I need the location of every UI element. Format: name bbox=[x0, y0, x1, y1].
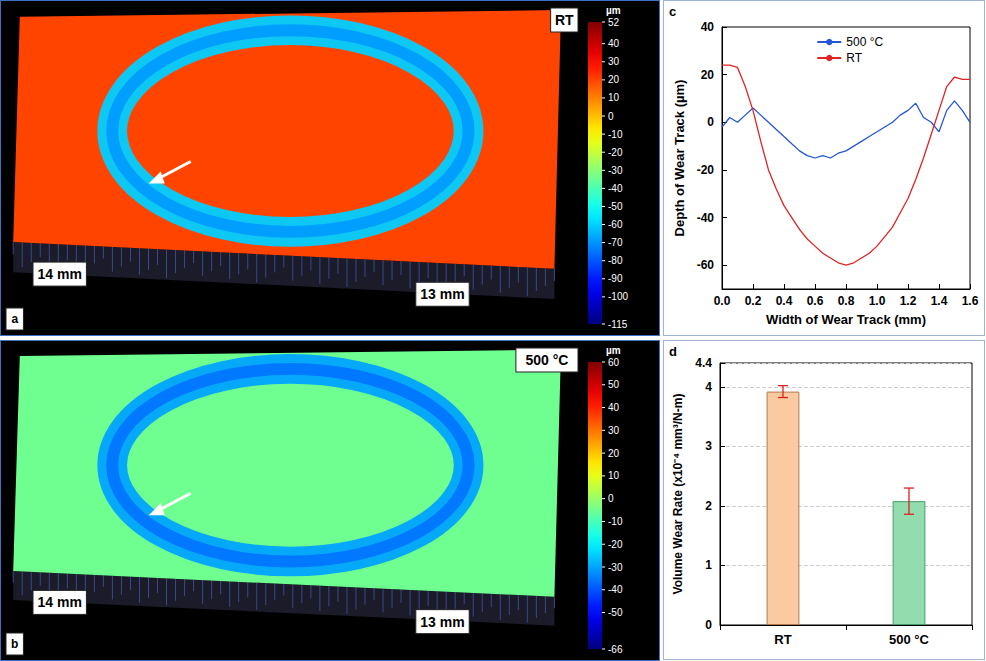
svg-text:-10: -10 bbox=[608, 129, 623, 140]
svg-text:14 mm: 14 mm bbox=[38, 266, 82, 282]
svg-text:1: 1 bbox=[705, 558, 712, 572]
svg-text:500 °C: 500 °C bbox=[889, 632, 930, 647]
svg-text:0: 0 bbox=[608, 111, 614, 122]
svg-text:52: 52 bbox=[608, 17, 620, 28]
svg-text:-30: -30 bbox=[608, 165, 623, 176]
svg-text:20: 20 bbox=[608, 74, 620, 85]
svg-text:µm: µm bbox=[606, 345, 621, 356]
svg-text:1.0: 1.0 bbox=[869, 294, 886, 308]
svg-text:Volume Wear Rate (x10⁻⁴ mm³/N-: Volume Wear Rate (x10⁻⁴ mm³/N-m) bbox=[671, 394, 685, 595]
svg-text:-40: -40 bbox=[697, 211, 715, 225]
svg-text:20: 20 bbox=[608, 448, 620, 459]
svg-text:1.4: 1.4 bbox=[931, 294, 948, 308]
svg-text:RT: RT bbox=[555, 12, 574, 28]
svg-text:µm: µm bbox=[606, 5, 621, 16]
svg-text:13 mm: 13 mm bbox=[420, 286, 464, 302]
svg-text:1.2: 1.2 bbox=[900, 294, 917, 308]
svg-text:-115: -115 bbox=[608, 319, 628, 330]
svg-text:4: 4 bbox=[705, 380, 712, 394]
svg-text:-40: -40 bbox=[608, 584, 623, 595]
svg-text:1.6: 1.6 bbox=[962, 294, 979, 308]
svg-text:50: 50 bbox=[608, 379, 620, 390]
svg-text:3: 3 bbox=[705, 439, 712, 453]
svg-text:a: a bbox=[11, 312, 18, 326]
svg-text:4.4: 4.4 bbox=[695, 356, 712, 370]
svg-text:Width of Wear Track (mm): Width of Wear Track (mm) bbox=[766, 312, 926, 327]
svg-text:-40: -40 bbox=[608, 183, 623, 194]
svg-text:-50: -50 bbox=[608, 201, 623, 212]
svg-text:0.2: 0.2 bbox=[745, 294, 762, 308]
svg-text:0.0: 0.0 bbox=[714, 294, 731, 308]
svg-text:-60: -60 bbox=[697, 258, 715, 272]
svg-text:-20: -20 bbox=[697, 163, 715, 177]
svg-text:b: b bbox=[11, 637, 18, 651]
svg-text:13 mm: 13 mm bbox=[420, 614, 464, 630]
svg-text:-100: -100 bbox=[608, 291, 628, 302]
svg-text:-60: -60 bbox=[608, 219, 623, 230]
svg-text:2: 2 bbox=[705, 499, 712, 513]
svg-text:-30: -30 bbox=[608, 562, 623, 573]
svg-text:-80: -80 bbox=[608, 255, 623, 266]
svg-text:0: 0 bbox=[707, 115, 714, 129]
svg-text:-20: -20 bbox=[608, 539, 623, 550]
svg-text:Depth of Wear Track (µm): Depth of Wear Track (µm) bbox=[672, 80, 687, 237]
svg-text:0: 0 bbox=[608, 493, 614, 504]
svg-text:0.6: 0.6 bbox=[807, 294, 824, 308]
svg-text:RT: RT bbox=[846, 51, 862, 65]
svg-text:10: 10 bbox=[608, 470, 620, 481]
svg-text:10: 10 bbox=[608, 92, 620, 103]
svg-text:30: 30 bbox=[608, 56, 620, 67]
svg-text:40: 40 bbox=[701, 20, 715, 34]
svg-text:30: 30 bbox=[608, 425, 620, 436]
svg-text:60: 60 bbox=[608, 357, 620, 368]
svg-text:500 °C: 500 °C bbox=[846, 35, 883, 49]
svg-text:-50: -50 bbox=[608, 607, 623, 618]
svg-text:0: 0 bbox=[705, 618, 712, 632]
svg-text:RT: RT bbox=[774, 632, 791, 647]
svg-text:-10: -10 bbox=[608, 516, 623, 527]
svg-text:40: 40 bbox=[608, 38, 620, 49]
svg-text:-70: -70 bbox=[608, 237, 623, 248]
svg-text:20: 20 bbox=[701, 68, 715, 82]
svg-text:0.4: 0.4 bbox=[776, 294, 793, 308]
svg-text:0.8: 0.8 bbox=[838, 294, 855, 308]
svg-text:c: c bbox=[669, 4, 676, 19]
svg-text:40: 40 bbox=[608, 402, 620, 413]
svg-text:-66: -66 bbox=[608, 644, 623, 655]
svg-text:-20: -20 bbox=[608, 147, 623, 158]
svg-text:500 °C: 500 °C bbox=[525, 352, 568, 368]
svg-text:-90: -90 bbox=[608, 273, 623, 284]
svg-text:d: d bbox=[669, 344, 677, 359]
svg-text:14 mm: 14 mm bbox=[38, 594, 82, 610]
